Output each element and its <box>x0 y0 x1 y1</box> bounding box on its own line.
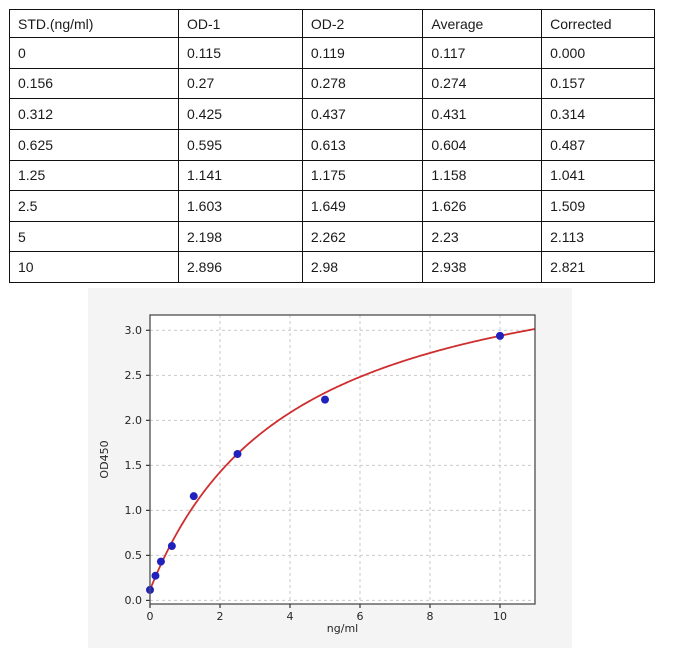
data-point <box>189 492 198 501</box>
table-cell: 2.5 <box>9 190 179 222</box>
table-cell: 1.603 <box>177 190 303 222</box>
table-cell: 0.115 <box>177 37 303 69</box>
data-point <box>496 331 504 340</box>
column-header: STD.(ng/ml) <box>9 9 179 38</box>
standard-curve-plot: 0 2 4 6 8 10 0.0 0.5 1.0 1.5 2.0 2.5 3.0 ng/ml OD450 <box>98 314 536 635</box>
data-point <box>167 542 176 551</box>
data-point <box>321 395 329 404</box>
table-row: 2.5 1.603 1.649 1.626 1.509 <box>9 190 655 222</box>
table-cell: 1.141 <box>177 159 303 192</box>
table-cell: 0.117 <box>422 37 543 69</box>
table-cell: 2.262 <box>301 220 424 253</box>
plot-border <box>149 314 536 605</box>
table-cell: 1.041 <box>541 159 655 192</box>
table-cell: 0.27 <box>177 67 303 100</box>
column-header: Average <box>422 9 543 38</box>
table-cell: 1.626 <box>422 190 543 222</box>
table-cell: 0.274 <box>422 67 543 100</box>
table-cell: 0.604 <box>422 128 543 161</box>
table-row: 0.156 0.27 0.278 0.274 0.157 <box>9 67 655 100</box>
table-row: 1.25 1.141 1.175 1.158 1.041 <box>9 159 655 192</box>
table-cell: 0.625 <box>9 128 179 161</box>
table-cell: 5 <box>9 220 179 253</box>
table-cell: 2.896 <box>177 251 303 283</box>
table-cell: 0.613 <box>301 128 424 161</box>
standards-table: STD.(ng/ml) OD-1 OD-2 Average Corrected 0 0.1… <box>9 9 655 283</box>
y-tick-label: 1.5 <box>125 459 143 472</box>
standards-table-body: 0 0.115 0.119 0.117 0.000 0.156 0.27 0.278 0.274… <box>9 37 655 283</box>
data-point <box>233 450 242 459</box>
y-axis-label: OD450 <box>98 440 111 478</box>
table-cell: 0.595 <box>177 128 303 161</box>
table-cell: 1.158 <box>422 159 543 192</box>
table-cell: 0.487 <box>541 128 655 161</box>
x-tick-label: 8 <box>427 610 434 623</box>
column-header: OD-2 <box>301 9 424 38</box>
x-tick-label: 10 <box>493 610 507 623</box>
table-row: 5 2.198 2.262 2.23 2.113 <box>9 220 655 253</box>
table-cell: 0.156 <box>9 67 179 100</box>
curve-layer <box>149 328 536 591</box>
table-cell: 0.314 <box>541 98 655 130</box>
x-tick-label: 2 <box>217 610 224 623</box>
column-header: Corrected <box>541 9 655 38</box>
data-point <box>156 557 165 566</box>
standard-curve-figure: 0 2 4 6 8 10 0.0 0.5 1.0 1.5 2.0 2.5 3.0 ng/ml OD450 <box>88 288 572 648</box>
table-cell: 2.98 <box>301 251 424 283</box>
table-cell: 2.938 <box>422 251 543 283</box>
table-cell: 1.175 <box>301 159 424 192</box>
table-cell: 0 <box>9 37 179 69</box>
table-cell: 0.278 <box>301 67 424 100</box>
table-cell: 0.425 <box>177 98 303 130</box>
table-cell: 10 <box>9 251 179 283</box>
x-tick-label: 6 <box>357 610 364 623</box>
table-cell: 0.437 <box>301 98 424 130</box>
table-row: 0.312 0.425 0.437 0.431 0.314 <box>9 98 655 130</box>
x-tick-label: 0 <box>147 610 154 623</box>
y-tick-label: 1.0 <box>125 504 143 517</box>
table-cell: 0.157 <box>541 67 655 100</box>
table-row: 0 0.115 0.119 0.117 0.000 <box>9 37 655 69</box>
table-row: 10 2.896 2.98 2.938 2.821 <box>9 251 655 283</box>
table-cell: 2.821 <box>541 251 655 283</box>
y-tick-label: 0.5 <box>125 549 143 562</box>
table-cell: 1.25 <box>9 159 179 192</box>
fit-curve <box>149 328 536 591</box>
y-tick-label: 2.5 <box>125 369 143 382</box>
y-tick-label: 3.0 <box>125 324 143 337</box>
column-header: OD-1 <box>177 9 303 38</box>
table-row: 0.625 0.595 0.613 0.604 0.487 <box>9 128 655 161</box>
x-tick-label: 4 <box>287 610 294 623</box>
plot-background <box>150 315 535 604</box>
data-point <box>151 571 160 580</box>
table-cell: 0.000 <box>541 37 655 69</box>
table-cell: 1.509 <box>541 190 655 222</box>
x-axis-label: ng/ml <box>327 622 358 635</box>
y-tick-label: 0.0 <box>125 594 143 607</box>
table-cell: 0.119 <box>301 37 424 69</box>
table-cell: 2.198 <box>177 220 303 253</box>
table-cell: 0.431 <box>422 98 543 130</box>
axis-layer: 0 2 4 6 8 10 0.0 0.5 1.0 1.5 2.0 2.5 3.0 <box>125 324 508 623</box>
table-cell: 2.23 <box>422 220 543 253</box>
y-tick-label: 2.0 <box>125 414 143 427</box>
table-cell: 0.312 <box>9 98 179 130</box>
table-header-row: STD.(ng/ml) OD-1 OD-2 Average Corrected <box>9 9 655 38</box>
table-cell: 2.113 <box>541 220 655 253</box>
points-layer <box>146 331 504 594</box>
grid-layer <box>149 315 535 604</box>
table-cell: 1.649 <box>301 190 424 222</box>
